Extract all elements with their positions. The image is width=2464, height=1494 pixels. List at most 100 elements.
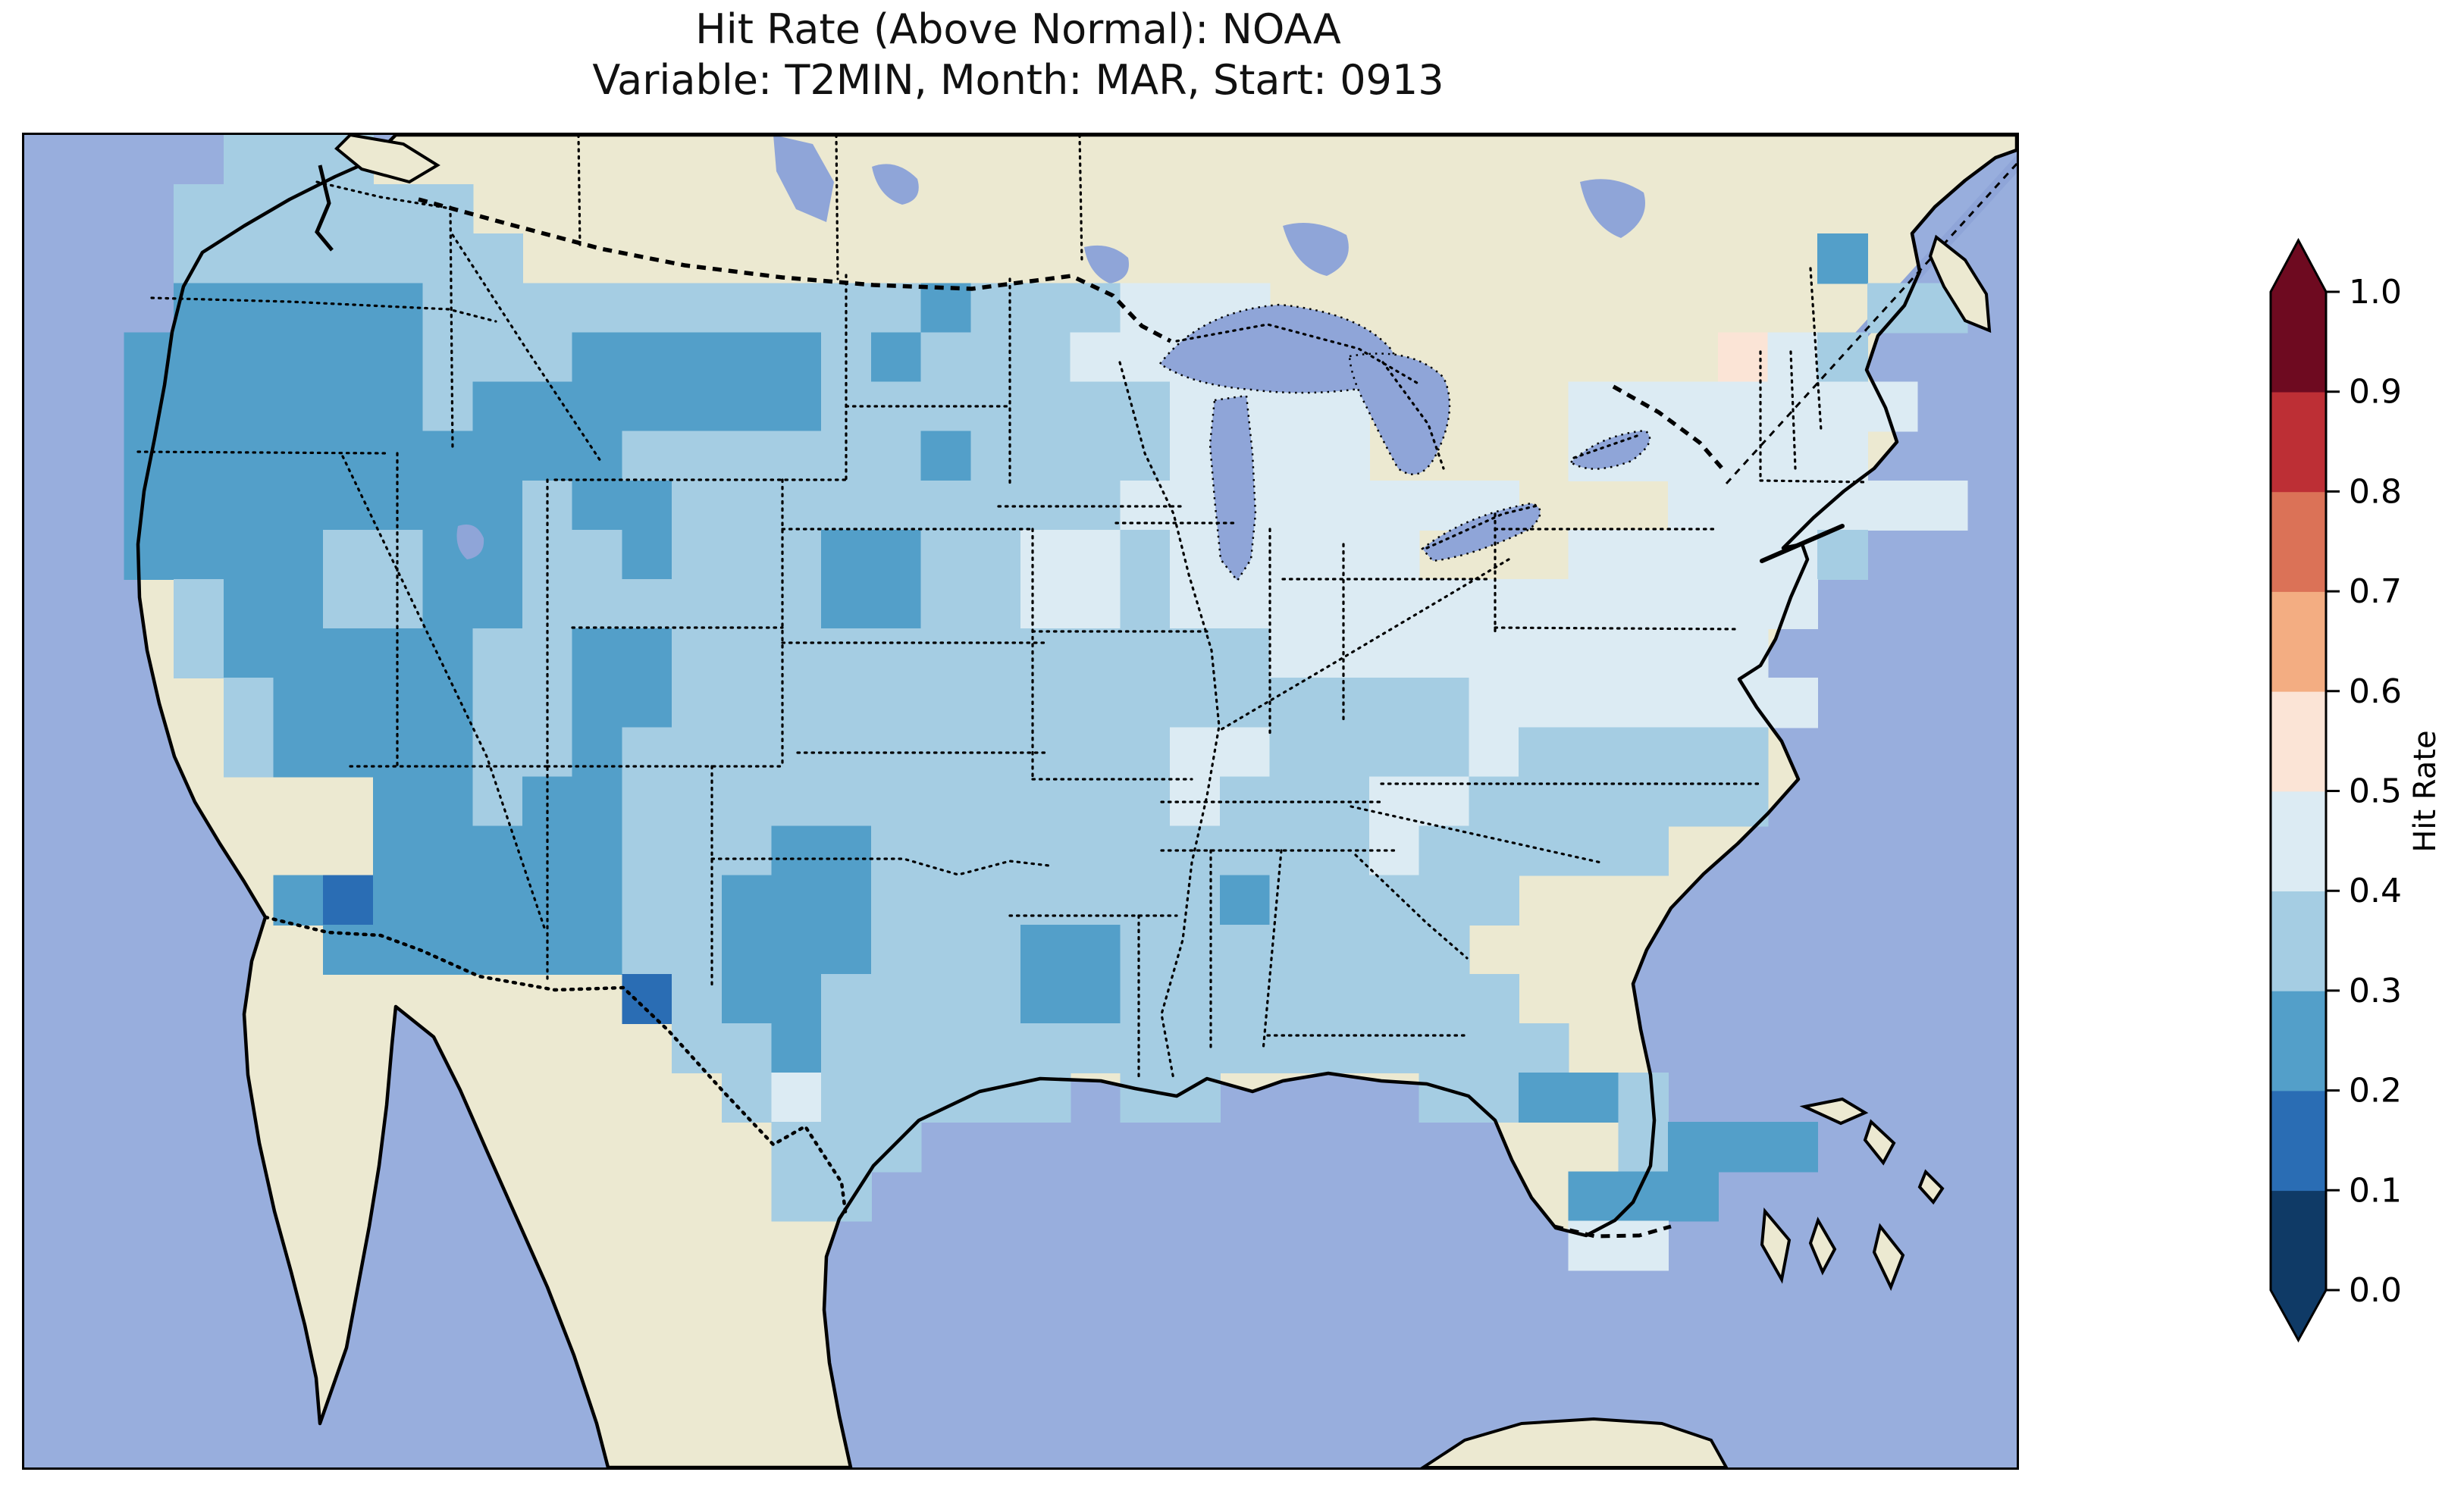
- heatmap-cell: [1618, 529, 1669, 580]
- heatmap-cell: [1070, 1023, 1121, 1074]
- heatmap-cell: [223, 135, 274, 186]
- heatmap-cell: [1319, 480, 1370, 531]
- heatmap-cell: [1020, 529, 1071, 580]
- heatmap-cell: [422, 678, 474, 728]
- colorbar-tick-label: 1.0: [2349, 273, 2402, 312]
- heatmap-cell: [622, 727, 673, 778]
- heatmap-cell: [1568, 1220, 1619, 1271]
- heatmap-cell: [1917, 480, 1968, 531]
- heatmap-cell: [1419, 973, 1470, 1024]
- heatmap-cell: [472, 233, 523, 284]
- province-border: [1078, 135, 1083, 264]
- heatmap-cell: [174, 332, 224, 383]
- heatmap-cell: [1469, 678, 1519, 728]
- state-border: [451, 233, 602, 462]
- colorbar-bin: [2271, 990, 2326, 1092]
- heatmap-cell: [1419, 924, 1470, 975]
- heatmap-cell: [920, 529, 972, 580]
- heatmap-cell: [472, 776, 523, 827]
- heatmap-cell: [1219, 678, 1271, 728]
- heatmap-cell: [372, 924, 424, 975]
- lake-border: [1381, 361, 1445, 470]
- heatmap-cell: [372, 431, 424, 481]
- heatmap-cell: [1070, 579, 1121, 630]
- heatmap-cell: [522, 332, 573, 383]
- canada-lake: [773, 135, 834, 222]
- heatmap-cell: [323, 875, 374, 926]
- heatmap-cell: [372, 332, 424, 383]
- heatmap-cell: [323, 628, 374, 679]
- heatmap-cell: [870, 529, 922, 580]
- heatmap-cell: [672, 628, 723, 679]
- heatmap-cell: [1568, 825, 1619, 876]
- heatmap-cell: [821, 776, 872, 827]
- heatmap-cell: [721, 727, 773, 778]
- heatmap-cell: [1219, 727, 1271, 778]
- heatmap-cell: [672, 381, 723, 432]
- figure-title: Hit Rate (Above Normal): NOAA Variable: …: [22, 5, 2014, 106]
- heatmap-cell: [273, 135, 324, 186]
- heatmap-cell: [920, 875, 972, 926]
- heatmap-cell: [622, 431, 673, 481]
- bahamas: [1808, 1217, 1837, 1276]
- heatmap-cell: [1767, 431, 1819, 481]
- heatmap-cell: [870, 579, 922, 630]
- heatmap-cell: [1668, 381, 1719, 432]
- heatmap-cell: [870, 1073, 922, 1123]
- nova-scotia: [1928, 234, 1992, 334]
- heatmap-cell: [422, 332, 474, 383]
- colorbar-bin: [2271, 1190, 2326, 1291]
- heatmap-cell: [1568, 529, 1619, 580]
- lake-border: [1175, 323, 1422, 387]
- province-border: [835, 135, 839, 280]
- heatmap-cell: [124, 529, 175, 580]
- heatmap-cell: [721, 875, 773, 926]
- heatmap-cell: [920, 776, 972, 827]
- heatmap-cell: [1170, 678, 1221, 728]
- title-line-2: Variable: T2MIN, Month: MAR, Start: 0913: [592, 55, 1444, 104]
- heatmap-cell: [1618, 825, 1669, 876]
- heatmap-cell: [323, 727, 374, 778]
- heatmap-cell: [970, 678, 1021, 728]
- heatmap-cell: [273, 431, 324, 481]
- heatmap-cell: [124, 480, 175, 531]
- heatmap-cell: [721, 480, 773, 531]
- heatmap-cell: [223, 332, 274, 383]
- heatmap-cell: [821, 973, 872, 1024]
- colorbar-bin: [2271, 491, 2326, 592]
- st-lawrence-border: [1725, 161, 2017, 485]
- florida-keys: [1553, 1224, 1672, 1239]
- state-border: [150, 296, 497, 323]
- heatmap-cell: [1519, 628, 1569, 679]
- heatmap-cell: [1219, 924, 1271, 975]
- heatmap-cell: [572, 480, 623, 531]
- heatmap-cell: [422, 579, 474, 630]
- heatmap-cell: [1269, 1023, 1321, 1074]
- heatmap-cell: [223, 628, 274, 679]
- heatmap-cell: [273, 579, 324, 630]
- heatmap-cell: [870, 924, 922, 975]
- heatmap-cell: [1170, 973, 1221, 1024]
- heatmap-cell: [572, 332, 623, 383]
- heatmap-cell: [622, 283, 673, 334]
- heatmap-cell: [1519, 1023, 1569, 1074]
- heatmap-cell: [721, 529, 773, 580]
- heatmap-cell: [771, 678, 823, 728]
- heatmap-cell: [1767, 1122, 1819, 1173]
- heatmap-cell: [1618, 381, 1669, 432]
- heatmap-cell: [1419, 628, 1470, 679]
- heatmap-cell: [721, 579, 773, 630]
- heatmap-cell: [1817, 431, 1868, 481]
- heatmap-cell: [1170, 1023, 1221, 1074]
- heatmap-cell: [1269, 431, 1321, 481]
- heatmap-cell: [273, 332, 324, 383]
- heatmap-cell: [1120, 431, 1171, 481]
- heatmap-cell: [273, 184, 324, 235]
- heatmap-cell: [1668, 727, 1719, 778]
- heatmap-cell: [672, 727, 723, 778]
- heatmap-cell: [472, 678, 523, 728]
- heatmap-cell: [1668, 579, 1719, 630]
- heatmap-cell: [1867, 480, 1918, 531]
- heatmap-cell: [1170, 529, 1221, 580]
- heatmap-cell: [1618, 628, 1669, 679]
